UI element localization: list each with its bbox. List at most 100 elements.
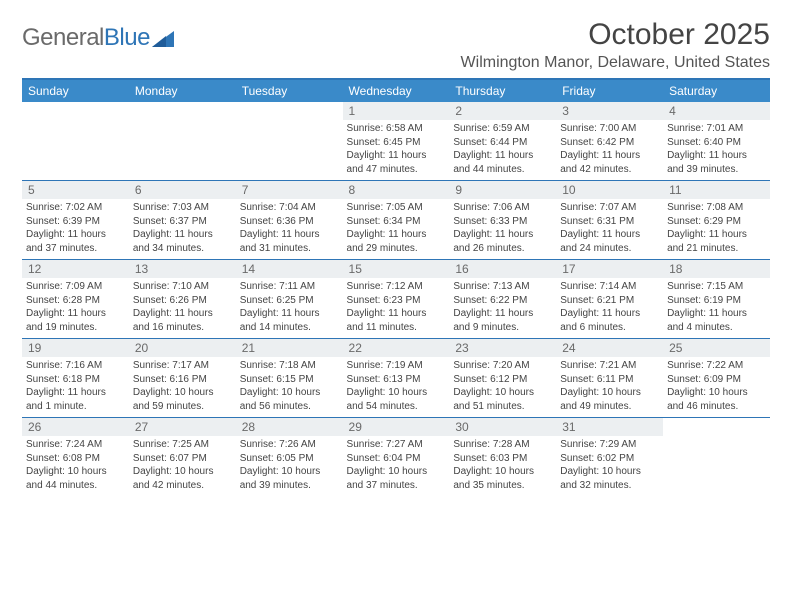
- day-cell: 29Sunrise: 7:27 AMSunset: 6:04 PMDayligh…: [343, 418, 450, 497]
- sunset-line: Sunset: 6:44 PM: [453, 136, 552, 150]
- day-cell: 15Sunrise: 7:12 AMSunset: 6:23 PMDayligh…: [343, 260, 450, 339]
- day-number: 31: [556, 418, 663, 436]
- day-number: 21: [236, 339, 343, 357]
- sunset-line: Sunset: 6:40 PM: [667, 136, 766, 150]
- weekday-header: Tuesday: [236, 80, 343, 102]
- header: GeneralBlue October 2025 Wilmington Mano…: [22, 18, 770, 72]
- day-number: 23: [449, 339, 556, 357]
- sunset-line: Sunset: 6:45 PM: [347, 136, 446, 150]
- day-number: 8: [343, 181, 450, 199]
- day-number: 26: [22, 418, 129, 436]
- weekday-header: Sunday: [22, 80, 129, 102]
- sunset-line: Sunset: 6:07 PM: [133, 452, 232, 466]
- day-number: 19: [22, 339, 129, 357]
- day-cell: 21Sunrise: 7:18 AMSunset: 6:15 PMDayligh…: [236, 339, 343, 418]
- day-number-empty: [236, 102, 343, 120]
- sunrise-line: Sunrise: 7:10 AM: [133, 280, 232, 294]
- daylight-line: Daylight: 10 hours and 51 minutes.: [453, 386, 552, 413]
- day-number: 6: [129, 181, 236, 199]
- day-cell: 6Sunrise: 7:03 AMSunset: 6:37 PMDaylight…: [129, 181, 236, 260]
- day-number: 12: [22, 260, 129, 278]
- daylight-line: Daylight: 11 hours and 4 minutes.: [667, 307, 766, 334]
- day-cell: 7Sunrise: 7:04 AMSunset: 6:36 PMDaylight…: [236, 181, 343, 260]
- day-body: Sunrise: 7:29 AMSunset: 6:02 PMDaylight:…: [556, 436, 663, 496]
- location-subtitle: Wilmington Manor, Delaware, United State…: [461, 54, 770, 72]
- daylight-line: Daylight: 10 hours and 59 minutes.: [133, 386, 232, 413]
- day-cell: 8Sunrise: 7:05 AMSunset: 6:34 PMDaylight…: [343, 181, 450, 260]
- logo-triangle-icon: [152, 29, 174, 47]
- sunset-line: Sunset: 6:03 PM: [453, 452, 552, 466]
- day-body: Sunrise: 7:12 AMSunset: 6:23 PMDaylight:…: [343, 278, 450, 338]
- sunrise-line: Sunrise: 6:59 AM: [453, 122, 552, 136]
- day-body: Sunrise: 7:26 AMSunset: 6:05 PMDaylight:…: [236, 436, 343, 496]
- week-row: 5Sunrise: 7:02 AMSunset: 6:39 PMDaylight…: [22, 181, 770, 260]
- sunset-line: Sunset: 6:31 PM: [560, 215, 659, 229]
- sunrise-line: Sunrise: 7:22 AM: [667, 359, 766, 373]
- sunset-line: Sunset: 6:16 PM: [133, 373, 232, 387]
- daylight-line: Daylight: 10 hours and 56 minutes.: [240, 386, 339, 413]
- day-cell: 17Sunrise: 7:14 AMSunset: 6:21 PMDayligh…: [556, 260, 663, 339]
- day-cell: 2Sunrise: 6:59 AMSunset: 6:44 PMDaylight…: [449, 102, 556, 181]
- day-cell: [129, 102, 236, 181]
- week-row: 26Sunrise: 7:24 AMSunset: 6:08 PMDayligh…: [22, 418, 770, 497]
- day-body: Sunrise: 7:11 AMSunset: 6:25 PMDaylight:…: [236, 278, 343, 338]
- sunset-line: Sunset: 6:05 PM: [240, 452, 339, 466]
- sunset-line: Sunset: 6:19 PM: [667, 294, 766, 308]
- daylight-line: Daylight: 11 hours and 39 minutes.: [667, 149, 766, 176]
- day-body: Sunrise: 7:14 AMSunset: 6:21 PMDaylight:…: [556, 278, 663, 338]
- day-number: 18: [663, 260, 770, 278]
- day-cell: 26Sunrise: 7:24 AMSunset: 6:08 PMDayligh…: [22, 418, 129, 497]
- day-cell: 18Sunrise: 7:15 AMSunset: 6:19 PMDayligh…: [663, 260, 770, 339]
- day-body: Sunrise: 7:22 AMSunset: 6:09 PMDaylight:…: [663, 357, 770, 417]
- sunrise-line: Sunrise: 7:16 AM: [26, 359, 125, 373]
- weekday-header: Friday: [556, 80, 663, 102]
- day-cell: 28Sunrise: 7:26 AMSunset: 6:05 PMDayligh…: [236, 418, 343, 497]
- day-number: 20: [129, 339, 236, 357]
- day-body: Sunrise: 7:08 AMSunset: 6:29 PMDaylight:…: [663, 199, 770, 259]
- day-cell: 10Sunrise: 7:07 AMSunset: 6:31 PMDayligh…: [556, 181, 663, 260]
- day-number: 29: [343, 418, 450, 436]
- daylight-line: Daylight: 11 hours and 37 minutes.: [26, 228, 125, 255]
- day-body: Sunrise: 7:06 AMSunset: 6:33 PMDaylight:…: [449, 199, 556, 259]
- daylight-line: Daylight: 11 hours and 1 minute.: [26, 386, 125, 413]
- sunrise-line: Sunrise: 7:04 AM: [240, 201, 339, 215]
- daylight-line: Daylight: 11 hours and 47 minutes.: [347, 149, 446, 176]
- sunset-line: Sunset: 6:29 PM: [667, 215, 766, 229]
- sunset-line: Sunset: 6:22 PM: [453, 294, 552, 308]
- day-cell: 3Sunrise: 7:00 AMSunset: 6:42 PMDaylight…: [556, 102, 663, 181]
- day-body: Sunrise: 7:03 AMSunset: 6:37 PMDaylight:…: [129, 199, 236, 259]
- sunset-line: Sunset: 6:04 PM: [347, 452, 446, 466]
- sunrise-line: Sunrise: 6:58 AM: [347, 122, 446, 136]
- day-cell: 27Sunrise: 7:25 AMSunset: 6:07 PMDayligh…: [129, 418, 236, 497]
- day-number-empty: [663, 418, 770, 436]
- sunrise-line: Sunrise: 7:15 AM: [667, 280, 766, 294]
- day-number: 24: [556, 339, 663, 357]
- sunset-line: Sunset: 6:39 PM: [26, 215, 125, 229]
- day-body: Sunrise: 7:13 AMSunset: 6:22 PMDaylight:…: [449, 278, 556, 338]
- sunrise-line: Sunrise: 7:28 AM: [453, 438, 552, 452]
- day-cell: 1Sunrise: 6:58 AMSunset: 6:45 PMDaylight…: [343, 102, 450, 181]
- day-body: Sunrise: 7:15 AMSunset: 6:19 PMDaylight:…: [663, 278, 770, 338]
- daylight-line: Daylight: 10 hours and 54 minutes.: [347, 386, 446, 413]
- day-body: Sunrise: 7:02 AMSunset: 6:39 PMDaylight:…: [22, 199, 129, 259]
- day-cell: 23Sunrise: 7:20 AMSunset: 6:12 PMDayligh…: [449, 339, 556, 418]
- daylight-line: Daylight: 10 hours and 49 minutes.: [560, 386, 659, 413]
- sunrise-line: Sunrise: 7:06 AM: [453, 201, 552, 215]
- day-body: Sunrise: 7:18 AMSunset: 6:15 PMDaylight:…: [236, 357, 343, 417]
- day-number: 9: [449, 181, 556, 199]
- day-cell: [663, 418, 770, 497]
- day-body: Sunrise: 7:20 AMSunset: 6:12 PMDaylight:…: [449, 357, 556, 417]
- sunrise-line: Sunrise: 7:13 AM: [453, 280, 552, 294]
- daylight-line: Daylight: 10 hours and 35 minutes.: [453, 465, 552, 492]
- day-cell: 16Sunrise: 7:13 AMSunset: 6:22 PMDayligh…: [449, 260, 556, 339]
- daylight-line: Daylight: 11 hours and 14 minutes.: [240, 307, 339, 334]
- daylight-line: Daylight: 11 hours and 9 minutes.: [453, 307, 552, 334]
- sunrise-line: Sunrise: 7:07 AM: [560, 201, 659, 215]
- logo-word2: Blue: [104, 24, 150, 51]
- day-number: 3: [556, 102, 663, 120]
- day-number: 13: [129, 260, 236, 278]
- day-cell: 12Sunrise: 7:09 AMSunset: 6:28 PMDayligh…: [22, 260, 129, 339]
- day-body: Sunrise: 7:00 AMSunset: 6:42 PMDaylight:…: [556, 120, 663, 180]
- sunset-line: Sunset: 6:37 PM: [133, 215, 232, 229]
- day-cell: [236, 102, 343, 181]
